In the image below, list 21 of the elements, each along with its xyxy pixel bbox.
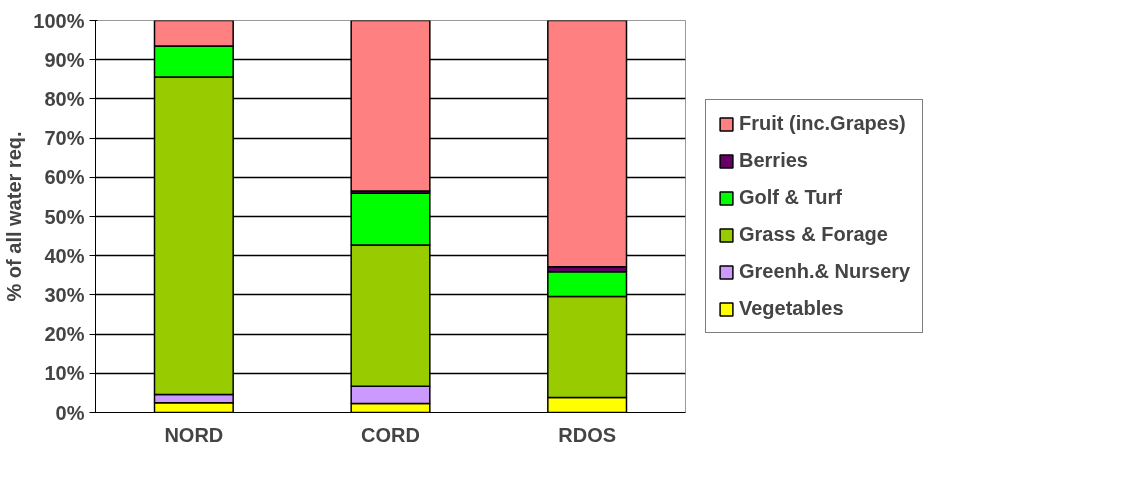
x-tick-label: RDOS — [558, 423, 617, 446]
y-tick-label: 40% — [44, 244, 85, 267]
x-tick-label: NORD — [164, 423, 224, 446]
legend-label: Golf & Turf — [739, 186, 842, 209]
y-tick-label: 100% — [33, 9, 85, 32]
y-axis-title: % of all water req. — [3, 131, 26, 302]
legend-label: Berries — [739, 149, 808, 172]
legend-label: Grass & Forage — [739, 223, 888, 246]
y-tick-label: 0% — [55, 401, 85, 424]
x-tick-label: CORD — [361, 423, 420, 446]
y-tick-label: 20% — [44, 323, 85, 346]
y-tick-label: 60% — [44, 166, 85, 189]
legend-label: Fruit (inc.Grapes) — [739, 112, 906, 135]
y-tick-label: 90% — [44, 48, 85, 71]
y-tick-label: 80% — [44, 87, 85, 110]
y-tick-label: 70% — [44, 127, 85, 150]
y-tick-label: 30% — [44, 283, 85, 306]
y-tick-label: 10% — [44, 362, 85, 385]
y-tick-label: 50% — [44, 205, 85, 228]
legend-label: Vegetables — [739, 297, 844, 320]
legend-label: Greenh.& Nursery — [739, 260, 911, 283]
